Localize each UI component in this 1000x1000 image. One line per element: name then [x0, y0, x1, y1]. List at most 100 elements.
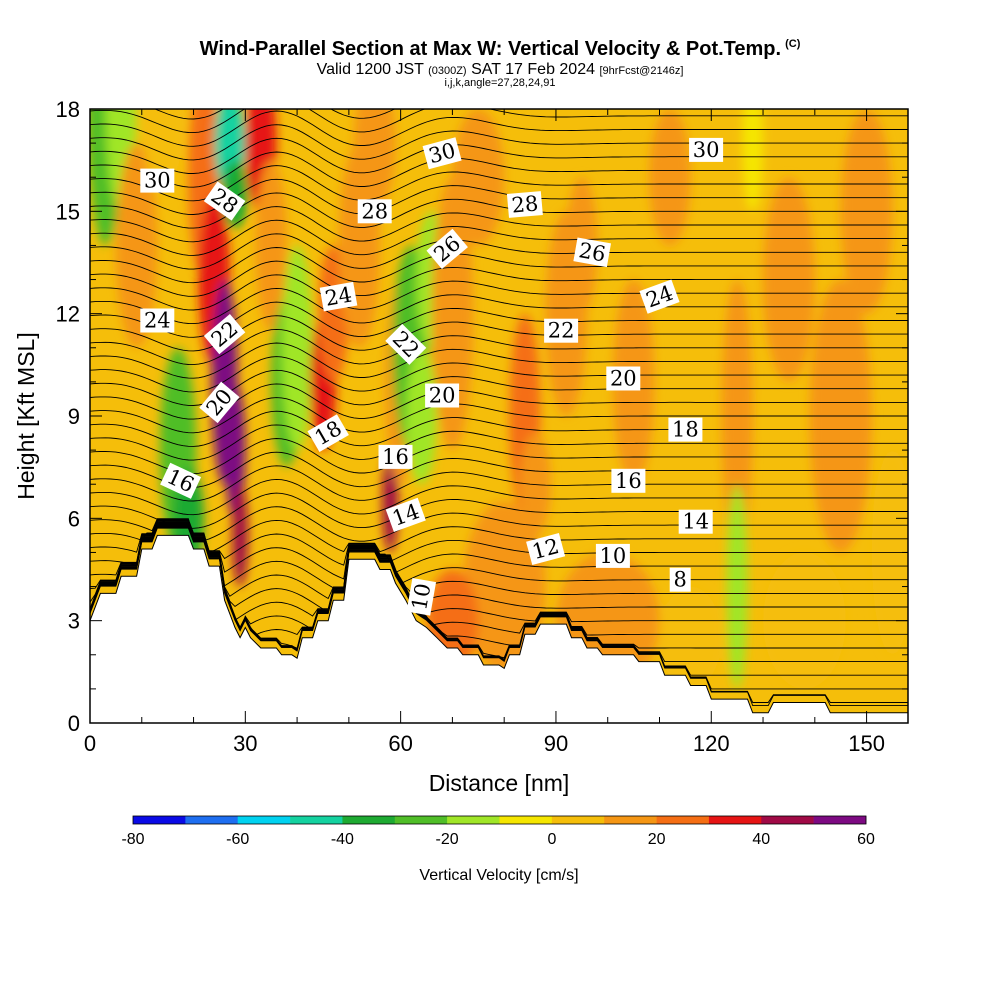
colorbar-tick-label: -80: [121, 831, 144, 848]
theta-label-box: [689, 137, 724, 162]
theta-label: 16: [160, 462, 202, 499]
theta-label-box: [639, 279, 680, 314]
chart-title: Wind-Parallel Section at Max W: Vertical…: [199, 38, 801, 60]
theta-label-box: [378, 444, 413, 469]
velocity-cell: [232, 484, 248, 587]
theta-contour: [90, 124, 908, 161]
theta-contour: [90, 137, 908, 174]
theta-contour: [90, 451, 908, 488]
theta-label: 28: [357, 199, 392, 224]
theta-label-box: [544, 318, 579, 343]
theta-label: 30: [689, 137, 724, 162]
theta-contour: [90, 219, 908, 256]
y-tick-label: 12: [56, 302, 80, 327]
velocity-cell: [405, 347, 437, 485]
theta-contour: [90, 110, 908, 147]
theta-label-box: [357, 199, 392, 224]
theta-contour: [90, 520, 908, 594]
theta-label: 14: [678, 509, 713, 534]
theta-contour: [90, 151, 908, 188]
theta-contour: [90, 518, 908, 554]
theta-label-box: [160, 462, 202, 499]
theta-label-text: 20: [429, 384, 456, 408]
colorbar: -80 -60 -40 -20 0 20 40 60: [121, 815, 875, 848]
y-tick-label: 0: [68, 711, 80, 736]
y-tick-label: 9: [68, 404, 80, 429]
colorbar-swatch: [656, 816, 710, 824]
theta-label: 30: [422, 137, 462, 170]
theta-contour: [90, 520, 908, 580]
theta-label-box: [199, 381, 240, 424]
colorbar-swatch: [447, 816, 500, 824]
theta-label-text: 24: [144, 309, 171, 333]
colorbar-swatch: [499, 816, 553, 824]
y-tick-label: 18: [56, 97, 80, 122]
theta-contour: [90, 206, 908, 243]
velocity-cell: [354, 109, 396, 212]
theta-label-box: [307, 414, 349, 452]
theta-contour: [90, 274, 908, 311]
colorbar-tick-label: 0: [547, 831, 556, 848]
theta-label-text: 30: [693, 138, 720, 162]
theta-label-box: [140, 168, 175, 193]
theta-label-box: [140, 308, 175, 333]
theta-label-text: 10: [407, 582, 435, 612]
theta-label-box: [319, 281, 358, 312]
theta-contour: [90, 465, 908, 502]
theta-contour: [90, 478, 908, 516]
theta-label-box: [526, 533, 566, 565]
theta-label-box: [668, 417, 703, 442]
theta-contour: [90, 492, 908, 529]
colorbar-tick-label: 60: [857, 831, 875, 848]
theta-contour: [90, 521, 908, 600]
theta-label-box: [506, 191, 543, 218]
theta-contour: [90, 328, 908, 366]
theta-contour: [90, 522, 908, 613]
theta-label-box: [426, 228, 468, 270]
theta-label-box: [595, 543, 630, 568]
theta-label-box: [606, 366, 641, 391]
theta-label: 16: [378, 444, 413, 469]
colorbar-frame: [132, 815, 867, 825]
theta-label-box: [203, 181, 246, 221]
colorbar-swatch: [604, 816, 657, 824]
theta-contour: [90, 519, 908, 566]
theta-label: 8: [669, 567, 691, 592]
theta-label-box: [203, 313, 246, 355]
theta-contour: [90, 247, 908, 284]
y-tick-label: 6: [68, 506, 80, 531]
theta-label-box: [678, 509, 713, 534]
theta-label-text: 28: [511, 191, 540, 217]
theta-label: 22: [544, 318, 579, 343]
theta-label-text: 22: [548, 319, 575, 343]
colorbar-swatch: [133, 816, 186, 824]
y-tick-label: 15: [56, 199, 80, 224]
theta-contour: [90, 109, 908, 134]
theta-label-text: 8: [674, 568, 687, 592]
x-tick-label: 60: [388, 731, 412, 756]
theta-label: 16: [611, 468, 646, 493]
theta-label: 18: [668, 417, 703, 442]
colorbar-tick-label: -20: [436, 831, 459, 848]
velocity-cell: [659, 586, 722, 689]
theta-contour: [90, 506, 908, 543]
terrain-profile: [90, 534, 908, 723]
theta-label-text: 30: [144, 169, 171, 193]
theta-label-text: 20: [610, 367, 637, 391]
theta-label-box: [422, 137, 462, 170]
theta-label: 20: [606, 366, 641, 391]
colorbar-swatch: [708, 816, 762, 824]
theta-label: 28: [506, 191, 543, 218]
theta-label: 20: [425, 383, 460, 408]
theta-contour: [90, 342, 908, 379]
colorbar-swatch: [761, 816, 814, 824]
x-axis-title: Distance [nm]: [429, 770, 570, 796]
theta-label-box: [425, 383, 460, 408]
velocity-cell: [224, 381, 246, 519]
theta-label-text: 14: [682, 510, 709, 534]
theta-label-box: [573, 237, 612, 268]
theta-label-text: 16: [382, 445, 409, 469]
colorbar-tick-label: 40: [752, 831, 770, 848]
velocity-cell: [452, 109, 505, 246]
theta-contour: [90, 356, 908, 393]
